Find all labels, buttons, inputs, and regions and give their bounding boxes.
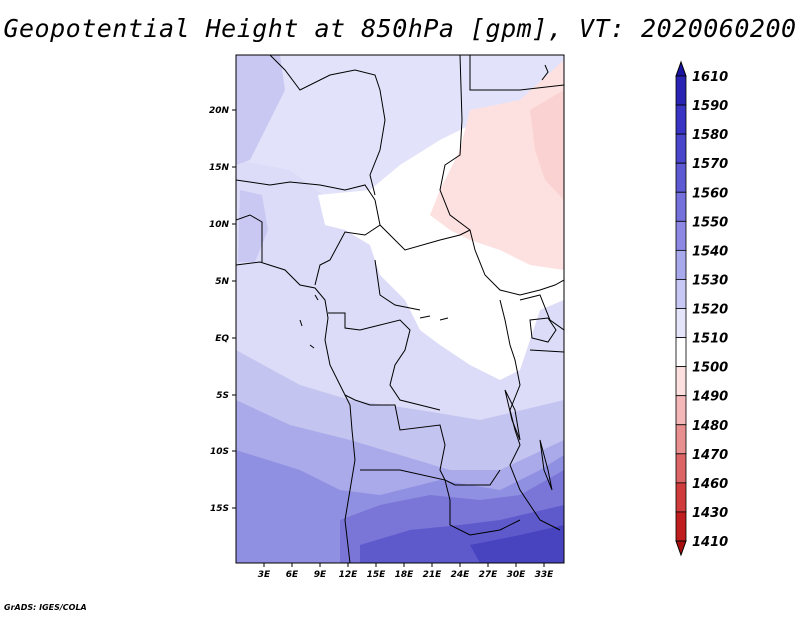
colorbar-segment [675,162,687,193]
border [379,224,471,251]
field-1580-1590 [470,525,564,563]
field-w-patch [238,190,268,262]
map-frame [235,54,565,564]
lon-tick-label: 3E [258,570,271,580]
lon-tick-label: 27E [479,570,499,580]
colorbar-label: 1580 [692,128,728,143]
colorbar-label: 1470 [692,448,728,463]
lat-tick-label: 15N [209,163,230,173]
height-field [236,55,564,563]
colorbar-label: 1460 [692,477,728,492]
colorbar-label: 1480 [692,419,728,434]
lon-tick-label: 33E [535,570,555,580]
lon-tick-label: 30E [507,570,527,580]
colorbar-label: 1410 [692,535,728,550]
colorbar-segment [675,424,687,455]
border [529,349,564,353]
lon-tick-label: 12E [339,570,359,580]
field-1490-1500 [530,90,564,200]
colorbar-segment [675,453,687,484]
lat-tick-label: 20N [209,106,230,116]
border [374,259,421,311]
lake-victoria [529,317,557,343]
colorbar-segment [675,133,687,164]
colorbar-segment [675,337,687,368]
border [519,294,564,331]
colorbar-segment [675,75,687,106]
colorbar-top-arrow [675,60,687,77]
lat-tick-label: 5N [215,277,229,287]
chart-title: Geopotential Height at 850hPa [gpm], VT:… [3,14,797,43]
coast-ne [541,64,549,81]
lat-tick-label: 15S [210,504,229,514]
colorbar-label: 1530 [692,273,728,288]
colorbar: 1610 1590 1580 1570 1560 1550 1540 1530 1520 1510… [675,60,728,557]
colorbar-segment [675,220,687,251]
border [236,179,376,201]
border [360,469,521,536]
colorbar-segment [675,249,687,280]
border [269,55,386,196]
colorbar-label: 1520 [692,303,728,318]
rivers [299,294,449,349]
colorbar-label: 1430 [692,506,728,521]
colorbar-label: 1590 [692,99,728,114]
lat-tick-label: 10S [210,447,229,457]
field-nw-patch [236,55,285,165]
colorbar-segment [675,308,687,338]
colorbar-segment [675,395,687,426]
coastline [236,261,356,563]
lon-tick-label: 15E [367,570,387,580]
boundaries [236,55,564,563]
border [469,55,564,91]
colorbar-label: 1490 [692,390,728,405]
colorbar-segment [675,279,687,309]
colorbar-segment [675,366,687,397]
lon-tick-label: 18E [395,570,415,580]
lake-malawi [539,439,553,491]
lat-tick-label: 10N [209,220,230,230]
colorbar-label: 1510 [692,332,728,347]
tick-marks [232,109,545,567]
lat-tick-label: 5S [216,391,229,401]
lat-tick-label: EQ [215,334,229,344]
border [328,312,441,411]
colorbar-segment [675,191,687,222]
colorbar-label: 1570 [692,157,728,172]
lon-tick-label: 6E [286,570,299,580]
lake-tanganyika [504,389,521,441]
grads-credit: GrADS: IGES/COLA [4,603,87,612]
border [344,394,501,486]
lon-tick-label: 21E [423,570,443,580]
colorbar-label: 1540 [692,244,728,259]
lon-tick-label: 9E [314,570,327,580]
colorbar-label: 1500 [692,361,728,376]
colorbar-bottom-arrow [675,540,687,557]
border [236,214,263,262]
colorbar-label: 1550 [692,215,728,230]
lon-tick-label: 24E [451,570,471,580]
colorbar-segment [675,511,687,542]
colorbar-label: 1560 [692,186,728,201]
colorbar-segment [675,482,687,513]
colorbar-label: 1610 [692,70,728,85]
colorbar-segment [675,104,687,135]
border [439,55,564,296]
